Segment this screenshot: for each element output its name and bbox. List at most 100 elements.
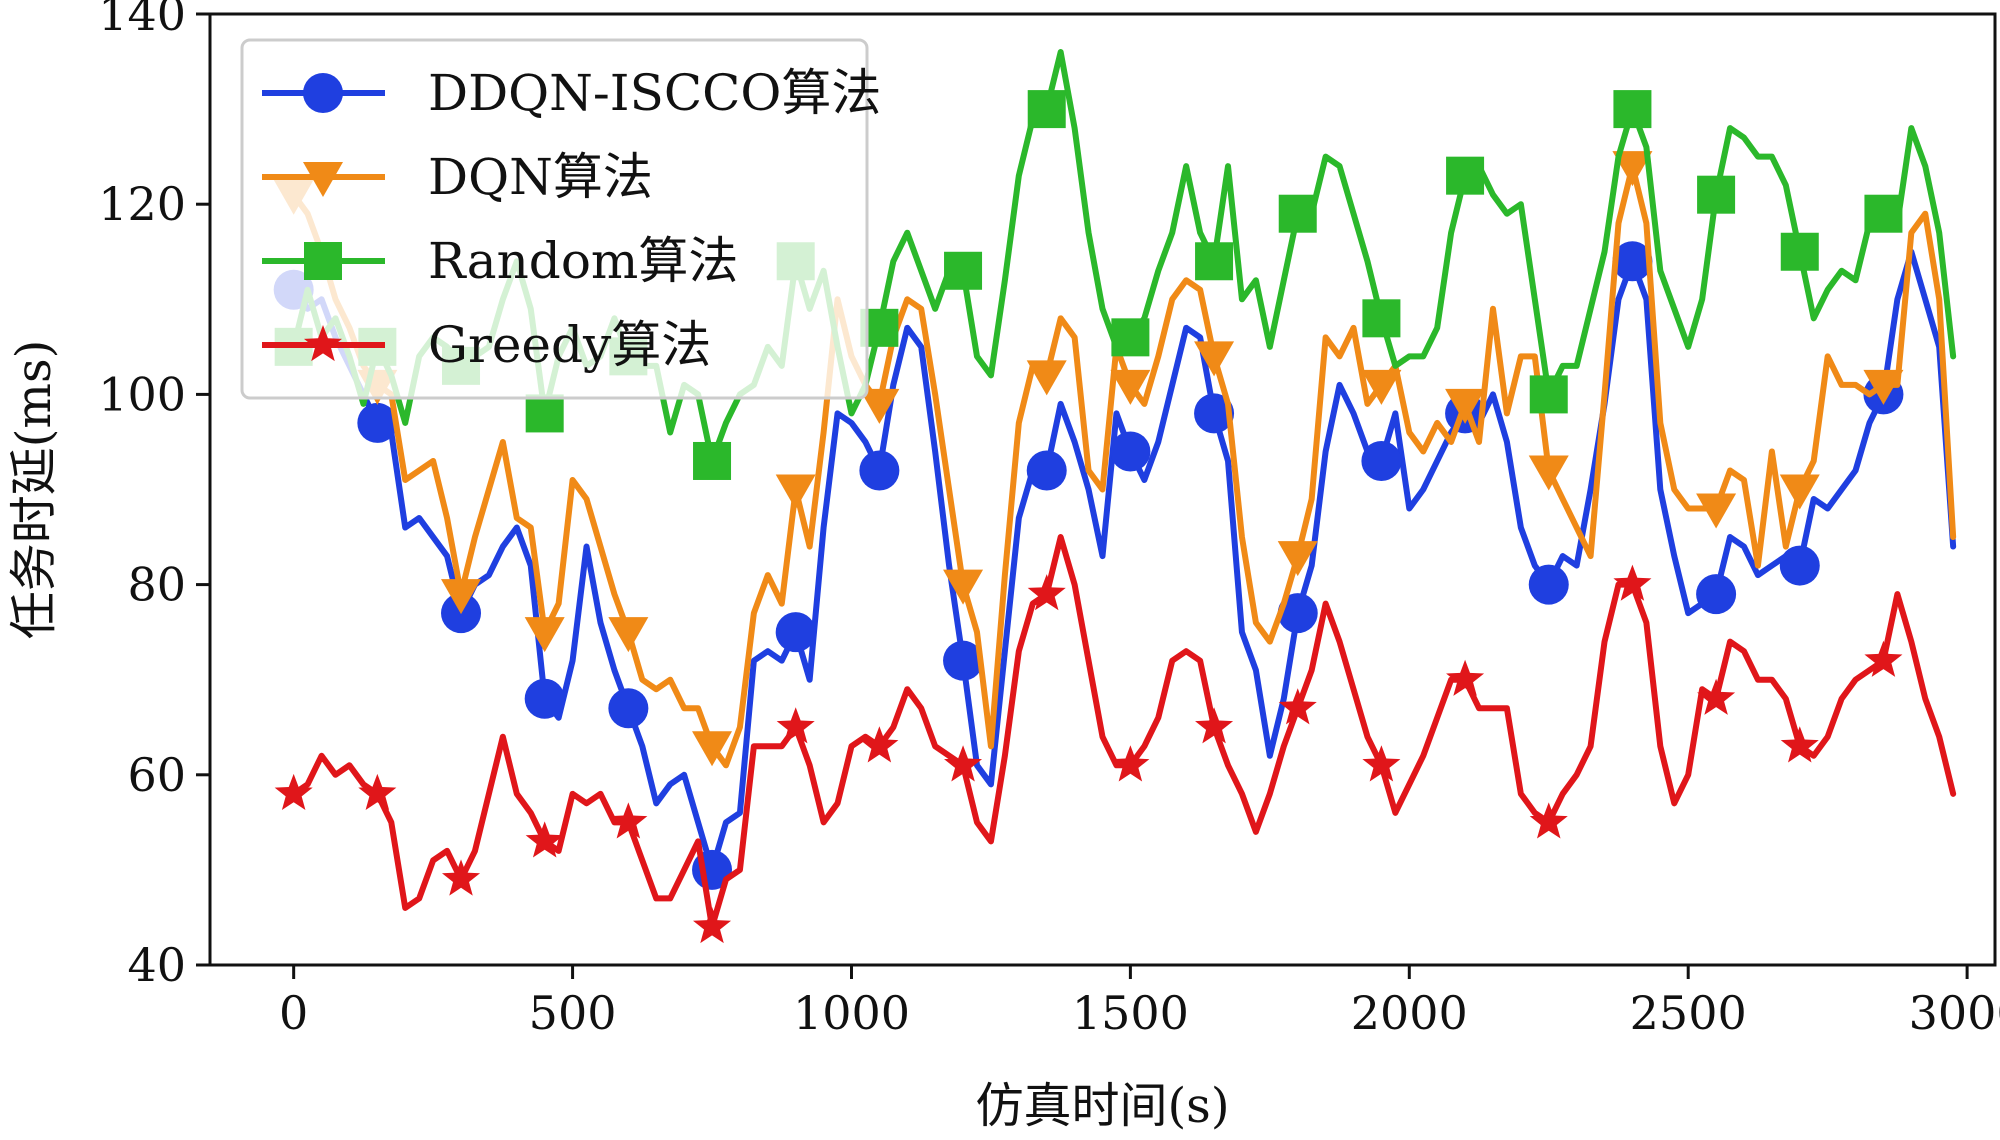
data-point-dqn-1350 <box>1026 360 1067 396</box>
plot-frame <box>208 12 1997 967</box>
x-tick-label-1500: 1500 <box>1072 986 1189 1040</box>
legend-label-dqn: DQN算法 <box>428 148 653 206</box>
data-point-greedy-150 <box>358 773 397 811</box>
series-dqn <box>273 151 1957 769</box>
data-point-dqn-2400 <box>1612 151 1653 187</box>
data-point-random-1650 <box>1195 242 1234 281</box>
x-tick-label-500: 500 <box>529 986 617 1040</box>
data-point-random-2400 <box>1613 90 1652 129</box>
data-point-greedy-2550 <box>1697 678 1736 715</box>
data-point-dqn-1500 <box>1110 369 1151 405</box>
data-point-ddqn-iscco-2250 <box>1528 564 1569 605</box>
data-point-greedy-750 <box>693 906 732 944</box>
data-point-ddqn-iscco-2700 <box>1779 545 1820 586</box>
data-point-greedy-2700 <box>1780 726 1819 763</box>
series-greedy <box>274 534 1957 944</box>
data-point-greedy-450 <box>525 821 564 858</box>
data-point-greedy-1200 <box>944 745 983 782</box>
data-point-greedy-1050 <box>860 726 899 763</box>
data-point-greedy-2100 <box>1446 659 1485 696</box>
data-point-random-1350 <box>1027 90 1066 129</box>
legend: DDQN-ISCCO算法 DQN算法 Random算法 Greedy算法 <box>240 38 881 400</box>
legend-box <box>240 38 869 400</box>
data-point-greedy-1950 <box>1362 745 1401 782</box>
data-point-ddqn-iscco-1350 <box>1026 450 1067 491</box>
data-point-ddqn-iscco-1200 <box>943 640 984 681</box>
data-point-greedy-2400 <box>1613 564 1652 601</box>
y-tick-label-100: 100 <box>98 367 186 421</box>
legend-item-greedy: Greedy算法 <box>262 316 711 374</box>
legend-label-random: Random算法 <box>428 232 738 290</box>
legend-label-greedy: Greedy算法 <box>428 316 711 374</box>
x-tick-label-2000: 2000 <box>1351 986 1468 1040</box>
legend-item-random: Random算法 <box>262 232 738 290</box>
data-point-ddqn-iscco-2400 <box>1612 241 1653 282</box>
y-axis-label: 任务时延(ms) <box>6 340 62 640</box>
data-point-dqn-2550 <box>1696 493 1737 529</box>
data-point-greedy-1650 <box>1195 707 1234 744</box>
legend-marker-ddqn-iscco <box>303 73 343 113</box>
data-point-greedy-1350 <box>1027 574 1066 611</box>
axes-layer <box>208 12 1997 967</box>
data-point-random-450 <box>525 394 564 433</box>
data-point-ddqn-iscco-1500 <box>1110 431 1151 472</box>
data-point-ddqn-iscco-600 <box>608 688 649 729</box>
data-point-random-2850 <box>1864 194 1903 233</box>
data-point-random-1500 <box>1111 318 1150 357</box>
legend-item-dqn: DQN算法 <box>262 148 653 206</box>
data-point-greedy-2250 <box>1529 802 1568 839</box>
legend-marker-random <box>304 242 342 280</box>
data-point-dqn-1200 <box>943 569 984 605</box>
tick-layer: 0 500 1000 1500 2000 2500 3000 40 60 80 100 120 140 <box>98 0 2000 1040</box>
legend-item-ddqn-iscco: DDQN-ISCCO算法 <box>262 64 881 122</box>
legend-label-ddqn-iscco: DDQN-ISCCO算法 <box>428 64 881 122</box>
y-tick-label-120: 120 <box>98 177 186 231</box>
data-point-random-1200 <box>944 251 983 290</box>
data-point-dqn-450 <box>524 617 565 653</box>
data-point-ddqn-iscco-900 <box>775 612 816 653</box>
y-tick-label-80: 80 <box>127 558 186 612</box>
data-point-ddqn-iscco-2550 <box>1696 574 1737 615</box>
data-point-ddqn-iscco-150 <box>357 402 398 443</box>
data-point-random-2100 <box>1446 156 1485 195</box>
data-point-random-750 <box>693 441 732 480</box>
x-tick-label-1000: 1000 <box>793 986 910 1040</box>
legend-marker-greedy <box>303 325 343 362</box>
data-point-greedy-1800 <box>1278 688 1317 725</box>
data-point-ddqn-iscco-1950 <box>1361 440 1402 481</box>
data-point-dqn-1050 <box>859 388 900 424</box>
data-point-random-2550 <box>1697 175 1736 214</box>
data-point-greedy-600 <box>609 802 648 839</box>
data-point-dqn-750 <box>692 731 733 767</box>
data-point-random-2700 <box>1780 232 1819 271</box>
data-point-dqn-900 <box>775 474 816 510</box>
y-tick-label-140: 140 <box>98 0 186 41</box>
data-point-dqn-1950 <box>1361 369 1402 405</box>
data-point-ddqn-iscco-1050 <box>859 450 900 491</box>
data-point-random-1800 <box>1278 194 1317 233</box>
data-point-dqn-1650 <box>1194 341 1235 377</box>
y-tick-label-60: 60 <box>127 748 186 802</box>
data-point-dqn-300 <box>441 579 482 615</box>
x-tick-label-3000: 3000 <box>1909 986 2000 1040</box>
data-point-greedy-1500 <box>1111 745 1150 782</box>
x-tick-label-2500: 2500 <box>1630 986 1747 1040</box>
data-point-greedy-0 <box>274 773 313 811</box>
data-point-dqn-2700 <box>1779 474 1820 510</box>
data-point-dqn-2250 <box>1528 455 1569 491</box>
data-point-ddqn-iscco-1650 <box>1194 393 1235 434</box>
data-point-ddqn-iscco-1800 <box>1277 593 1318 634</box>
y-tick-label-40: 40 <box>127 938 186 992</box>
series-line-dqn <box>290 163 1957 769</box>
data-point-dqn-1800 <box>1277 541 1318 577</box>
x-tick-label-0: 0 <box>279 986 308 1040</box>
data-point-greedy-2850 <box>1864 640 1903 677</box>
series-line-ddqn-iscco <box>290 248 1957 873</box>
data-point-greedy-900 <box>776 707 815 744</box>
x-axis-label: 仿真时间(s) <box>975 1078 1229 1134</box>
data-point-random-2250 <box>1529 375 1568 414</box>
data-point-greedy-300 <box>441 859 481 896</box>
data-point-ddqn-iscco-450 <box>524 678 565 719</box>
